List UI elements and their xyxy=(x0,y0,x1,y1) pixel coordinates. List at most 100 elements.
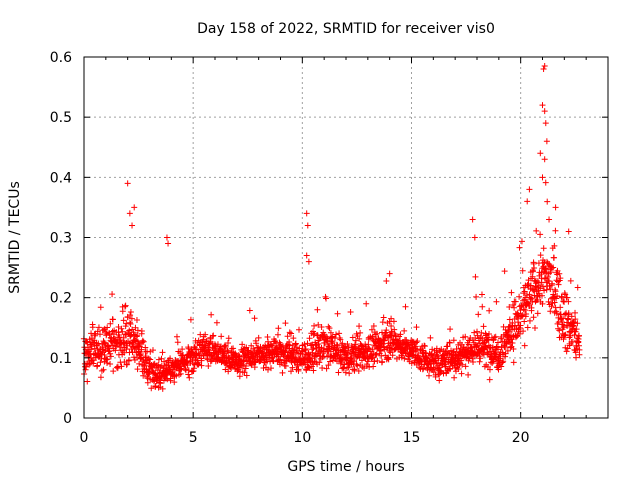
data-point xyxy=(82,366,89,373)
data-point xyxy=(476,340,483,347)
data-point xyxy=(517,322,524,329)
data-point xyxy=(491,334,498,341)
data-point xyxy=(315,341,322,348)
data-point xyxy=(118,325,125,332)
data-point xyxy=(446,365,453,372)
data-point xyxy=(237,368,244,375)
data-point xyxy=(389,352,396,359)
data-point xyxy=(225,335,232,342)
data-point xyxy=(109,291,116,298)
data-point xyxy=(414,353,421,360)
data-point xyxy=(442,363,449,370)
data-point xyxy=(546,216,553,223)
data-point xyxy=(286,329,293,336)
data-point xyxy=(474,328,481,335)
data-point xyxy=(500,358,507,365)
data-point xyxy=(436,377,443,384)
data-point xyxy=(110,368,117,375)
data-point xyxy=(547,286,554,293)
data-point xyxy=(198,357,205,364)
data-point xyxy=(120,317,127,324)
data-point xyxy=(486,376,493,383)
data-point xyxy=(97,359,104,366)
data-point xyxy=(251,315,258,322)
data-point xyxy=(541,156,548,163)
y-axis-label: SRMTID / TECUs xyxy=(7,181,23,294)
y-tick-label: 0.5 xyxy=(50,110,72,126)
data-point xyxy=(116,334,123,341)
data-point xyxy=(100,366,107,373)
data-point xyxy=(164,376,171,383)
data-point xyxy=(221,342,228,349)
data-point xyxy=(510,346,517,353)
data-point xyxy=(453,345,460,352)
data-point xyxy=(95,324,102,331)
data-point xyxy=(469,216,476,223)
data-point xyxy=(210,332,217,339)
data-point xyxy=(531,265,538,272)
data-point xyxy=(127,321,134,328)
data-point xyxy=(157,380,164,387)
data-point xyxy=(205,363,212,369)
data-point xyxy=(506,304,513,311)
data-point xyxy=(512,298,519,305)
data-point xyxy=(129,222,136,229)
data-point xyxy=(310,344,317,351)
data-point xyxy=(139,361,146,368)
data-point xyxy=(209,333,216,340)
data-point xyxy=(475,311,482,318)
data-point xyxy=(383,327,390,334)
data-point xyxy=(358,357,365,364)
data-point xyxy=(483,331,490,338)
data-point xyxy=(295,367,302,374)
data-point xyxy=(473,293,480,300)
data-point xyxy=(191,365,198,372)
data-point xyxy=(311,322,318,329)
data-point xyxy=(302,345,309,352)
data-point xyxy=(509,302,516,309)
data-point xyxy=(159,349,166,356)
data-point xyxy=(144,379,151,386)
data-point xyxy=(516,244,523,251)
data-point xyxy=(516,330,523,337)
y-tick-label: 0.1 xyxy=(50,351,72,367)
data-point xyxy=(344,364,351,371)
data-point xyxy=(103,330,110,337)
data-point xyxy=(235,352,242,359)
data-point xyxy=(334,310,341,317)
data-point xyxy=(225,340,232,347)
data-point xyxy=(419,366,426,373)
data-point xyxy=(530,314,537,321)
data-point xyxy=(310,367,317,374)
data-point xyxy=(167,375,174,382)
data-point xyxy=(282,320,289,327)
data-points xyxy=(80,63,583,392)
data-point xyxy=(542,120,549,127)
data-point xyxy=(224,347,231,354)
data-point xyxy=(540,245,547,252)
data-point xyxy=(185,371,192,378)
data-point xyxy=(136,360,143,367)
data-point xyxy=(458,370,465,377)
data-point xyxy=(352,337,359,344)
data-point xyxy=(447,366,454,373)
data-point xyxy=(96,331,103,338)
data-point xyxy=(161,358,168,365)
data-point xyxy=(378,352,385,359)
data-point xyxy=(301,341,308,348)
data-point xyxy=(508,289,515,296)
data-point xyxy=(473,343,480,350)
data-point xyxy=(373,351,380,358)
data-point xyxy=(529,299,536,306)
data-point xyxy=(548,265,555,272)
data-point xyxy=(571,319,578,326)
data-point xyxy=(421,342,428,349)
data-point xyxy=(374,357,381,364)
data-point xyxy=(474,332,481,339)
data-point xyxy=(230,345,237,352)
data-point xyxy=(218,333,225,340)
data-point xyxy=(413,339,420,346)
data-point xyxy=(486,331,493,338)
data-point xyxy=(552,288,559,295)
